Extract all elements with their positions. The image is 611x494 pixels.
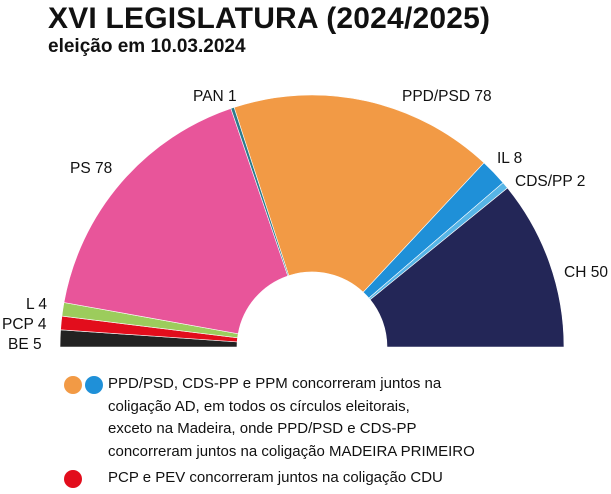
label-ppd-psd: PPD/PSD 78: [402, 88, 492, 105]
label-pan: PAN 1: [193, 88, 237, 105]
label-l: L 4: [26, 296, 47, 313]
label-ps: PS 78: [70, 160, 112, 177]
footnote-cdu-text: PCP e PEV concorreram juntos na coligaçã…: [108, 469, 443, 486]
label-be: BE 5: [8, 336, 42, 353]
label-il: IL 8: [497, 150, 522, 167]
label-pcp: PCP 4: [2, 316, 47, 333]
footnote-cdu-coalition: PCP e PEV concorreram juntos na coligaçã…: [64, 467, 604, 491]
footnote-ad-coalition: PPD/PSD, CDS-PP e PPM concorreram juntos…: [64, 373, 604, 465]
red-dot-icon: [64, 470, 82, 488]
label-cds-pp: CDS/PP 2: [515, 173, 585, 190]
orange-dot-icon: [64, 376, 82, 394]
label-ch: CH 50: [564, 264, 608, 281]
slice-ppd-psd: [233, 94, 485, 293]
chart-slices: [59, 94, 565, 348]
blue-dot-icon: [85, 376, 103, 394]
chart-subtitle: eleição em 10.03.2024: [48, 36, 246, 57]
chart-title: XVI LEGISLATURA (2024/2025): [48, 2, 491, 35]
chart-labels: BE 5 PCP 4 L 4 PS 78 PAN 1 PPD/PSD 78 IL 8 CDS/…: [2, 88, 608, 353]
footnote-ad-text: PPD/PSD, CDS-PP e PPM concorreram juntos…: [108, 375, 475, 460]
slice-ch: [369, 187, 565, 348]
slice-ps: [63, 108, 289, 335]
